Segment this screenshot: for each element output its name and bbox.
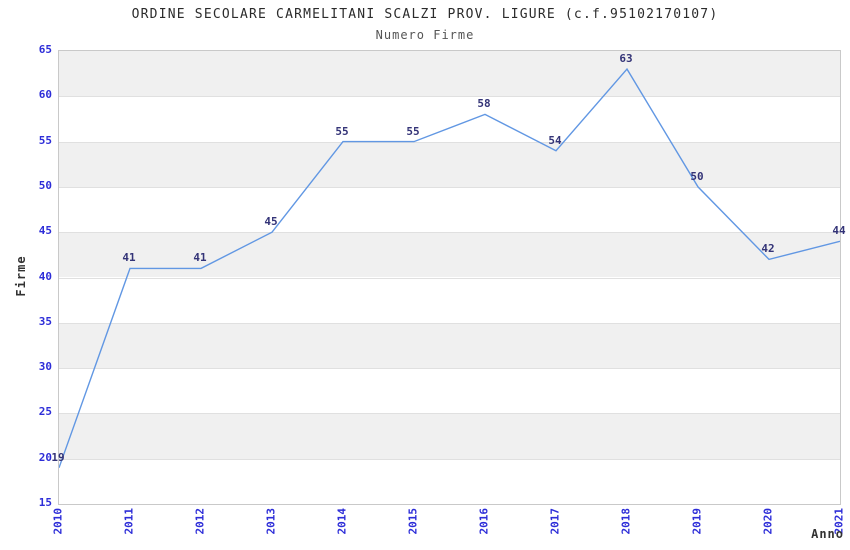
x-tick-label: 2020 xyxy=(761,508,775,535)
y-tick-label: 55 xyxy=(38,133,52,147)
grid-band xyxy=(59,277,840,323)
plot-area xyxy=(58,50,841,505)
gridline xyxy=(59,232,840,233)
line-path xyxy=(59,67,840,469)
data-point-label: 45 xyxy=(264,215,278,229)
gridline xyxy=(59,278,840,279)
gridline xyxy=(59,413,840,414)
y-tick-label: 40 xyxy=(38,269,52,283)
y-tick-label: 50 xyxy=(38,178,52,192)
data-point-label: 55 xyxy=(406,124,420,138)
data-point-label: 41 xyxy=(193,251,207,265)
x-tick-label: 2017 xyxy=(548,508,562,535)
y-tick-label: 30 xyxy=(38,360,52,374)
x-axis-label: Anno xyxy=(811,527,844,541)
gridline xyxy=(59,96,840,97)
gridline xyxy=(59,187,840,188)
gridline xyxy=(59,368,840,369)
y-tick-label: 20 xyxy=(38,450,52,464)
data-point-label: 63 xyxy=(619,52,633,66)
grid-band xyxy=(59,51,840,97)
grid-band xyxy=(59,458,840,504)
gridline xyxy=(59,323,840,324)
grid-band xyxy=(59,413,840,459)
data-point-label: 54 xyxy=(548,133,562,147)
data-point-label: 19 xyxy=(51,450,65,464)
x-tick-label: 2016 xyxy=(477,508,491,535)
x-tick-label: 2018 xyxy=(619,508,633,535)
grid-band xyxy=(59,232,840,278)
grid-band xyxy=(59,141,840,187)
grid-band xyxy=(59,186,840,233)
y-tick-label: 35 xyxy=(38,314,52,328)
chart-title: ORDINE SECOLARE CARMELITANI SCALZI PROV.… xyxy=(131,7,719,22)
data-point-label: 55 xyxy=(335,124,349,138)
data-point-label: 58 xyxy=(477,97,491,111)
x-tick-label: 2019 xyxy=(690,508,704,535)
x-tick-label: 2015 xyxy=(406,508,420,535)
data-point-label: 41 xyxy=(122,251,136,265)
line-series xyxy=(59,67,840,469)
y-tick-label: 15 xyxy=(38,496,52,509)
gridline xyxy=(59,142,840,143)
y-tick-label: 25 xyxy=(38,405,52,419)
grid-band xyxy=(59,96,840,142)
y-tick-label: 45 xyxy=(38,224,52,238)
chart-subtitle: Numero Firme xyxy=(375,28,475,42)
x-tick-label: 2013 xyxy=(264,508,278,535)
y-tick-label: 65 xyxy=(38,43,52,56)
grid-band xyxy=(59,322,840,369)
x-tick-label: 2012 xyxy=(193,508,207,535)
data-point-label: 44 xyxy=(832,224,846,238)
gridline xyxy=(59,459,840,460)
y-tick-label: 60 xyxy=(38,88,52,102)
x-tick-label: 2010 xyxy=(51,508,65,535)
x-tick-label: 2014 xyxy=(335,508,349,535)
data-point-label: 50 xyxy=(690,169,704,183)
grid-band xyxy=(59,368,840,414)
data-point-label: 42 xyxy=(761,242,775,256)
x-tick-label: 2011 xyxy=(122,508,136,535)
